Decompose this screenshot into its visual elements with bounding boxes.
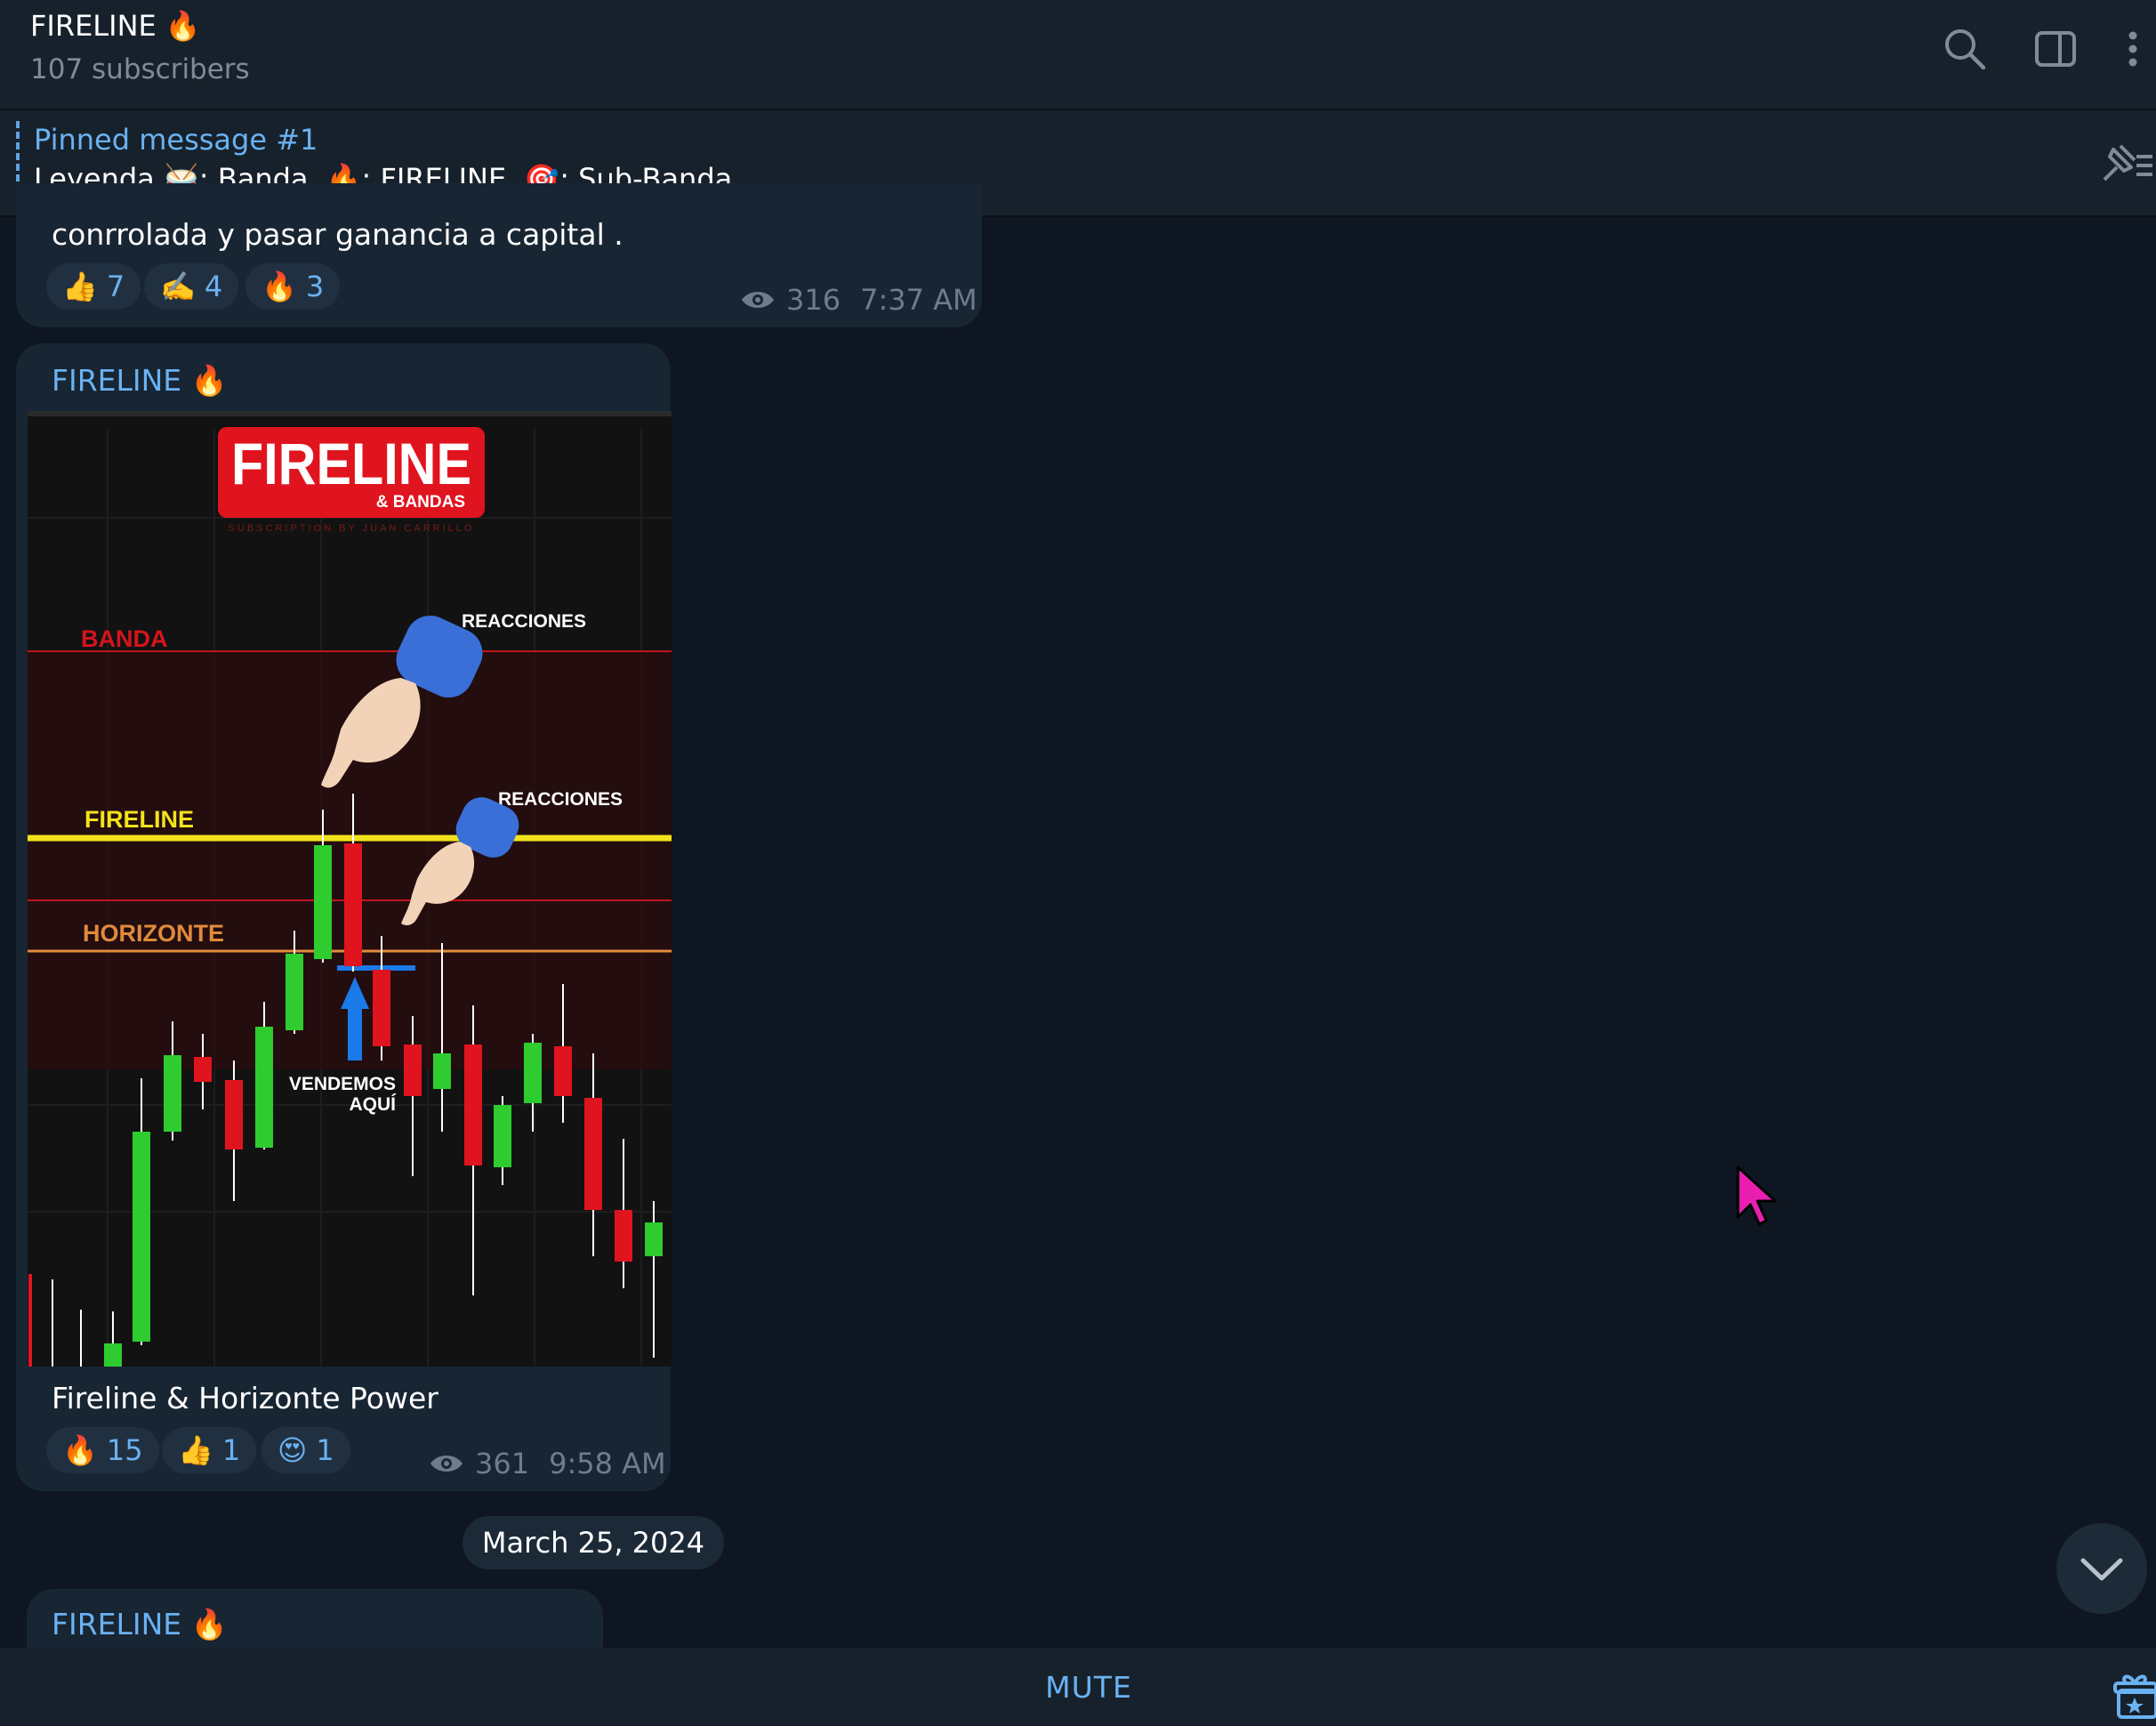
reaction-chip[interactable]: 🔥 15 (46, 1427, 159, 1473)
label-reacciones-mid: REACCIONES (498, 789, 623, 810)
label-aqui: AQUÍ (350, 1094, 398, 1115)
view-count: 361 (475, 1447, 530, 1480)
up-arrow-icon (341, 977, 369, 1061)
scroll-to-bottom-button[interactable] (2056, 1523, 2147, 1614)
reaction-chip[interactable]: 👍 7 (46, 263, 141, 310)
reaction-count: 1 (221, 1433, 241, 1467)
pinned-title: Pinned message #1 (34, 123, 318, 157)
reaction-emoji: 🔥 (62, 1433, 98, 1467)
mouse-cursor-icon (1734, 1164, 1779, 1228)
message-meta: 361 9:58 AM (429, 1447, 666, 1480)
chevron-down-icon (2080, 1558, 2123, 1581)
mute-button[interactable]: MUTE (1045, 1669, 1132, 1705)
logo-text: FIRELINE (231, 431, 471, 496)
views-icon (430, 1456, 463, 1472)
reaction-chip[interactable]: 😍 1 (261, 1427, 350, 1473)
channel-title[interactable]: FIRELINE 🔥 (30, 9, 201, 43)
date-separator[interactable]: March 25, 2024 (463, 1516, 724, 1569)
label-horizonte: HORIZONTE (83, 920, 224, 947)
search-icon[interactable] (1939, 23, 1991, 75)
pointing-hand-icon (401, 797, 519, 925)
sidebar-toggle-icon[interactable] (2030, 23, 2081, 75)
reaction-count: 3 (305, 270, 325, 303)
label-reacciones-top: REACCIONES (462, 611, 586, 632)
label-banda: BANDA (81, 625, 168, 652)
more-vertical-icon[interactable] (2108, 23, 2144, 75)
bottom-bar (0, 1648, 2156, 1726)
gift-icon[interactable] (2113, 1671, 2156, 1719)
message-text: conrrolada y pasar ganancia a capital . (52, 217, 623, 252)
message-meta: 316 7:37 AM (740, 283, 977, 317)
logo-tagline: SUBSCRIPTION BY JUAN CARRILLO (229, 523, 475, 534)
subscriber-count: 107 subscribers (30, 53, 250, 85)
label-vendemos: VENDEMOS (289, 1074, 396, 1094)
reaction-emoji: 🔥 (261, 270, 297, 303)
message-author[interactable]: FIRELINE 🔥 (52, 363, 228, 398)
views-icon (742, 292, 774, 308)
reaction-emoji: ✍️ (160, 270, 196, 303)
reaction-emoji: 👍 (178, 1433, 213, 1467)
reaction-count: 1 (316, 1433, 334, 1467)
reaction-chip[interactable]: 👍 1 (162, 1427, 257, 1473)
view-count: 316 (786, 283, 841, 317)
reaction-chip[interactable]: 🔥 3 (245, 263, 341, 310)
reaction-emoji: 😍 (278, 1433, 308, 1467)
label-fireline: FIRELINE (84, 806, 194, 833)
message-author[interactable]: FIRELINE 🔥 (52, 1607, 228, 1641)
pointing-hand-icon (321, 615, 483, 788)
reaction-count: 4 (204, 270, 223, 303)
reaction-chip[interactable]: ✍️ 4 (144, 263, 239, 310)
logo-subtext: & BANDAS (376, 493, 465, 512)
chat-header[interactable]: FIRELINE 🔥 107 subscribers (0, 0, 2156, 110)
message-time: 7:37 AM (860, 283, 977, 317)
image-caption: Fireline & Horizonte Power (52, 1381, 438, 1415)
pinned-list-icon[interactable] (2097, 137, 2152, 189)
chart-image[interactable]: FIRELINE & BANDAS SUBSCRIPTION BY JUAN C… (28, 411, 672, 1367)
pinned-indicator (16, 121, 23, 203)
message-time: 9:58 AM (549, 1447, 666, 1480)
reaction-count: 7 (106, 270, 125, 303)
reaction-emoji: 👍 (62, 270, 98, 303)
reaction-count: 15 (106, 1433, 143, 1467)
